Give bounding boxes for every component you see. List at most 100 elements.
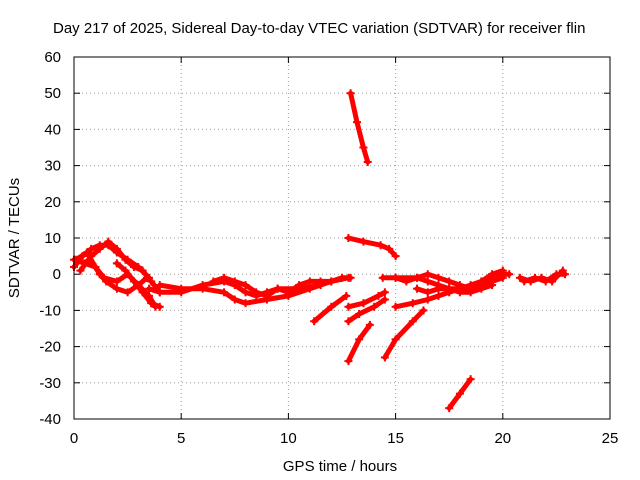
data-point: [147, 299, 156, 308]
data-point: [241, 299, 250, 308]
data-point: [380, 288, 389, 297]
data-point: [220, 273, 229, 282]
data-point: [363, 157, 372, 166]
data-point: [155, 281, 164, 290]
data-point: [355, 335, 364, 344]
data-point: [391, 252, 400, 261]
data-point: [155, 302, 164, 311]
data-point: [344, 302, 353, 311]
y-tick-label: -10: [39, 302, 61, 319]
y-tick-label: 40: [44, 121, 61, 138]
data-point: [413, 284, 422, 293]
data-point: [344, 357, 353, 366]
data-point: [423, 270, 432, 279]
x-tick-label: 20: [494, 430, 511, 447]
data-point: [385, 244, 394, 253]
data-point: [488, 281, 497, 290]
data-point: [391, 302, 400, 311]
data-point: [230, 277, 239, 286]
data-point: [445, 284, 454, 293]
data-point: [310, 317, 319, 326]
data-point: [423, 288, 432, 297]
data-point: [241, 288, 250, 297]
data-point: [374, 291, 383, 300]
data-point: [342, 291, 351, 300]
data-point: [87, 244, 96, 253]
data-point: [138, 266, 147, 275]
data-point: [466, 288, 475, 297]
data-point: [537, 273, 546, 282]
data-point: [147, 277, 156, 286]
data-point: [112, 277, 121, 286]
sdtvar-arc: [382, 307, 426, 360]
data-point: [488, 273, 497, 282]
data-point: [359, 143, 368, 152]
data-point: [391, 273, 400, 282]
data-point: [359, 299, 368, 308]
data-point: [455, 281, 464, 290]
data-point: [526, 277, 535, 286]
data-point: [380, 295, 389, 304]
data-point: [327, 277, 336, 286]
data-point: [391, 335, 400, 344]
data-point: [445, 277, 454, 286]
data-point: [434, 284, 443, 293]
data-point: [230, 295, 239, 304]
data-point: [434, 273, 443, 282]
data-point: [305, 277, 314, 286]
data-point: [87, 252, 96, 261]
data-point: [558, 266, 567, 275]
data-point: [316, 281, 325, 290]
y-tick-label: -40: [39, 411, 61, 428]
data-point: [273, 284, 282, 293]
data-point: [130, 262, 139, 271]
grid-lines: [74, 57, 610, 419]
data-point: [365, 320, 374, 329]
axis-ticks: 0 5 10 15 20 25 -40 -30 -20 -10 0 10 20 30 40 50 60: [39, 49, 618, 447]
y-tick-label: 0: [53, 266, 61, 283]
data-point: [359, 237, 368, 246]
data-point: [138, 288, 147, 297]
data-point: [344, 273, 353, 282]
y-tick-label: 30: [44, 158, 61, 175]
y-axis-label: SDTVAR / TECUs: [6, 178, 23, 298]
data-point: [209, 277, 218, 286]
data-point: [95, 244, 104, 253]
y-tick-label: 20: [44, 194, 61, 211]
data-point: [344, 234, 353, 242]
sdtvar-arc: [77, 239, 163, 295]
data-point: [72, 255, 81, 264]
data-point: [123, 288, 132, 297]
data-point: [434, 291, 443, 300]
data-point: [295, 284, 304, 293]
sdtvar-arc: [311, 293, 349, 324]
data-point: [353, 118, 362, 127]
y-tick-label: -30: [39, 375, 61, 392]
y-tick-label: 50: [44, 85, 61, 102]
chart-title: Day 217 of 2025, Sidereal Day-to-day VTE…: [53, 20, 585, 37]
x-tick-label: 15: [387, 430, 404, 447]
x-tick-label: 10: [280, 430, 297, 447]
sdtvar-arc: [348, 90, 371, 165]
y-tick-label: -20: [39, 339, 61, 356]
data-point: [548, 277, 557, 286]
data-point: [198, 284, 207, 293]
x-tick-label: 0: [70, 430, 78, 447]
y-tick-label: 10: [44, 230, 61, 247]
data-point: [380, 353, 389, 362]
data-point: [505, 270, 514, 279]
data-point: [355, 310, 364, 319]
data-point: [145, 284, 154, 293]
data-point: [82, 248, 91, 257]
data-point: [177, 284, 186, 293]
y-tick-label: 60: [44, 49, 61, 66]
data-point: [378, 273, 387, 282]
data-point: [220, 288, 229, 297]
data-point: [112, 284, 121, 293]
data-point: [413, 273, 422, 282]
data-point: [419, 306, 428, 315]
data-point: [121, 255, 130, 264]
data-point: [241, 281, 250, 290]
data-point: [100, 273, 109, 282]
